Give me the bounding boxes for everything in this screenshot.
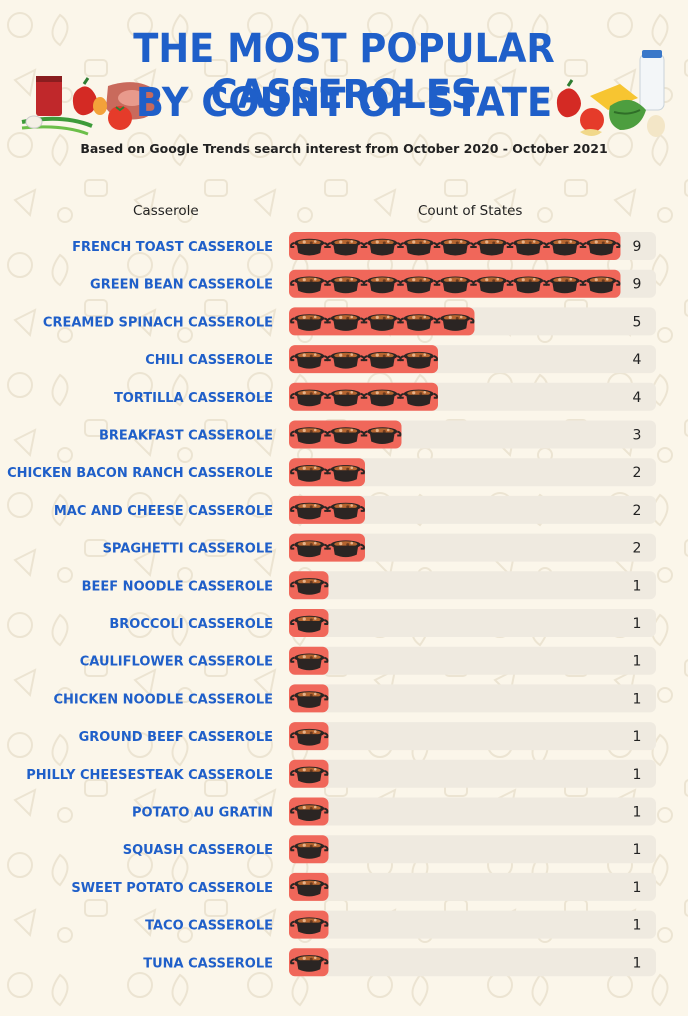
value-label: 2 (633, 503, 642, 519)
category-label: BROCCOLI CASSEROLE (109, 617, 273, 632)
value-label: 2 (633, 465, 642, 481)
category-label: FRENCH TOAST CASSEROLE (72, 240, 273, 255)
value-label: 9 (633, 277, 642, 293)
bar-track (289, 571, 656, 600)
category-label: TUNA CASSEROLE (143, 956, 273, 971)
bar-track (289, 646, 656, 675)
value-label: 1 (633, 842, 642, 858)
cheese-icon (590, 84, 638, 110)
bar-track (289, 872, 656, 901)
pasta-icon (580, 129, 602, 136)
value-label: 1 (633, 918, 642, 934)
category-label: POTATO AU GRATIN (132, 806, 273, 821)
value-label: 1 (633, 691, 642, 707)
category-label: BREAKFAST CASSEROLE (99, 429, 273, 444)
bar-track (289, 910, 656, 939)
tomato-icon (108, 106, 132, 130)
value-label: 3 (633, 428, 642, 444)
tomato-can-icon (36, 76, 62, 116)
value-label: 1 (633, 767, 642, 783)
carrot-icon (93, 97, 107, 115)
category-label: TORTILLA CASSEROLE (114, 391, 273, 406)
value-label: 1 (633, 616, 642, 632)
value-label: 4 (633, 390, 642, 406)
category-label: CREAMED SPINACH CASSEROLE (43, 315, 273, 330)
category-column-header: Casserole (133, 203, 199, 219)
category-label: TACO CASSEROLE (145, 919, 273, 934)
category-label: PHILLY CHEESESTEAK CASSEROLE (26, 768, 273, 783)
bar-track (289, 684, 656, 713)
tomato-icon (580, 108, 604, 132)
value-label: 1 (633, 955, 642, 971)
value-label: 1 (633, 654, 642, 670)
category-label: GROUND BEEF CASSEROLE (79, 730, 273, 745)
chart-title-line-1: THE MOST POPULAR CASSEROLES (133, 26, 555, 118)
category-label: CHICKEN NOODLE CASSEROLE (54, 692, 273, 707)
category-label: CAULIFLOWER CASSEROLE (80, 655, 273, 670)
value-column-header: Count of States (418, 203, 523, 219)
category-label: SPAGHETTI CASSEROLE (103, 542, 273, 557)
bar-track (289, 722, 656, 751)
food-ingredients-right-illustration (556, 50, 665, 137)
bar-track (289, 797, 656, 826)
bar-track (289, 609, 656, 637)
food-ingredients-left-illustration (21, 76, 160, 136)
value-label: 1 (633, 578, 642, 594)
chart-title-line-2: BY COUNT OF STATE (135, 80, 553, 126)
bar-track (289, 759, 656, 788)
value-label: 2 (633, 541, 642, 557)
value-label: 1 (633, 805, 642, 821)
spinach-icon (609, 99, 646, 130)
bar-track (289, 835, 656, 864)
red-pepper-icon (556, 88, 581, 118)
category-label: SQUASH CASSEROLE (123, 843, 273, 858)
value-label: 4 (633, 352, 642, 368)
bar-track (289, 948, 656, 977)
red-pepper-icon (72, 86, 97, 116)
category-label: SWEET POTATO CASSEROLE (71, 881, 273, 896)
value-label: 1 (633, 729, 642, 745)
bar-track (289, 458, 656, 487)
category-label: BEEF NOODLE CASSEROLE (82, 579, 273, 594)
value-label: 9 (633, 239, 642, 255)
onion-icon (647, 115, 665, 137)
bar-track (289, 495, 656, 524)
value-label: 1 (633, 880, 642, 896)
category-label: CHICKEN BACON RANCH CASSEROLE (7, 466, 273, 481)
bar-track (289, 533, 656, 562)
category-label: MAC AND CHEESE CASSEROLE (54, 504, 273, 519)
chart-subtitle: Based on Google Trends search interest f… (80, 141, 608, 156)
category-label: GREEN BEAN CASSEROLE (90, 278, 273, 293)
value-label: 5 (633, 314, 642, 330)
category-label: CHILI CASSEROLE (145, 353, 273, 368)
